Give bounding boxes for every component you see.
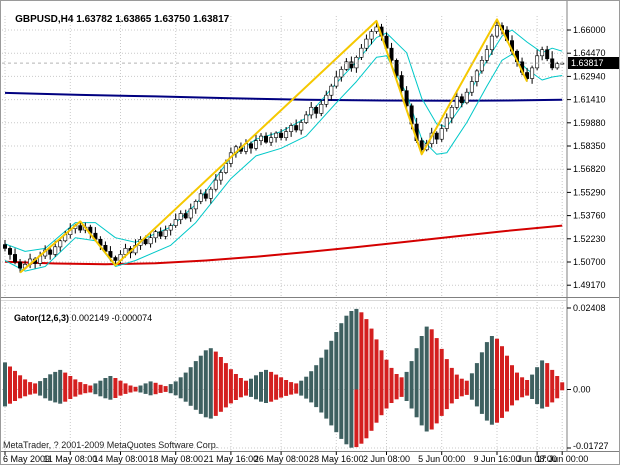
indicator-tick-label: 0.00 bbox=[573, 385, 591, 395]
price-tick-label: 1.52230 bbox=[573, 234, 606, 244]
indicator-tick-label: 0.02408 bbox=[573, 303, 606, 313]
price-tick-label: 1.50700 bbox=[573, 257, 606, 267]
price-tick-label: 1.53760 bbox=[573, 211, 606, 221]
ma-red bbox=[4, 224, 563, 266]
price-tick-label: 1.62940 bbox=[573, 71, 606, 81]
date-tick-label: Jun 08:00 bbox=[517, 454, 557, 464]
zigzag-overlay bbox=[19, 18, 529, 274]
price-tick-label: 1.61410 bbox=[573, 95, 606, 105]
symbol-period-label: GBPUSD,H4 bbox=[15, 14, 74, 25]
date-tick-label: 21 May 16:00 bbox=[204, 454, 259, 464]
ma-navy bbox=[4, 91, 563, 102]
price-tick-label: 1.55290 bbox=[573, 187, 606, 197]
indicator-values-label: 0.002149 -0.000074 bbox=[69, 313, 153, 323]
zigzag-yellow bbox=[19, 18, 529, 274]
price-tick-label: 1.49170 bbox=[573, 280, 606, 290]
price-tick-label: 1.56820 bbox=[573, 164, 606, 174]
date-tick-label: 18 May 08:00 bbox=[148, 454, 203, 464]
date-tick-label: 26 May 08:00 bbox=[254, 454, 309, 464]
gator-histogram bbox=[3, 308, 565, 448]
ohlc-values-label: 1.63782 1.63865 1.63750 1.63817 bbox=[73, 14, 230, 25]
price-axis[interactable]: 1.66000 1.64470 1.62940 1.61410 1.59880 1.583… bbox=[567, 25, 609, 451]
chart-title: GBPUSD,H4 1.63782 1.63865 1.63750 1.6381… bbox=[4, 3, 229, 36]
price-tick-label: 1.64470 bbox=[573, 48, 606, 58]
date-tick-label: 5 Jun 00:00 bbox=[418, 454, 465, 464]
price-tick-label: 1.59880 bbox=[573, 118, 606, 128]
date-tick-label: 28 May 16:00 bbox=[309, 454, 364, 464]
date-tick-label: 2 Jun 08:00 bbox=[363, 454, 410, 464]
indicator-name-label: Gator(12,6,3) bbox=[14, 313, 70, 323]
copyright-text: MetaTrader, ? 2001-2009 MetaQuotes Softw… bbox=[3, 440, 219, 450]
date-tick-label: 6 May 2009 bbox=[3, 454, 50, 464]
date-tick-label: 11 May 08:00 bbox=[43, 454, 97, 464]
indicator-label: Gator(12,6,3) 0.002149 -0.000074 bbox=[4, 303, 152, 333]
indicator-tick-label: -0.01727 bbox=[573, 441, 609, 451]
date-tick-label: 14 May 08:00 bbox=[93, 454, 148, 464]
price-tick-label: 1.66000 bbox=[573, 25, 606, 35]
price-tick-label: 1.58350 bbox=[573, 141, 606, 151]
current-price-tag: 1.63817 bbox=[568, 57, 619, 69]
date-tick-label: 17 Jun 00:00 bbox=[536, 454, 588, 464]
date-tick-label: 9 Jun 16:00 bbox=[473, 454, 520, 464]
